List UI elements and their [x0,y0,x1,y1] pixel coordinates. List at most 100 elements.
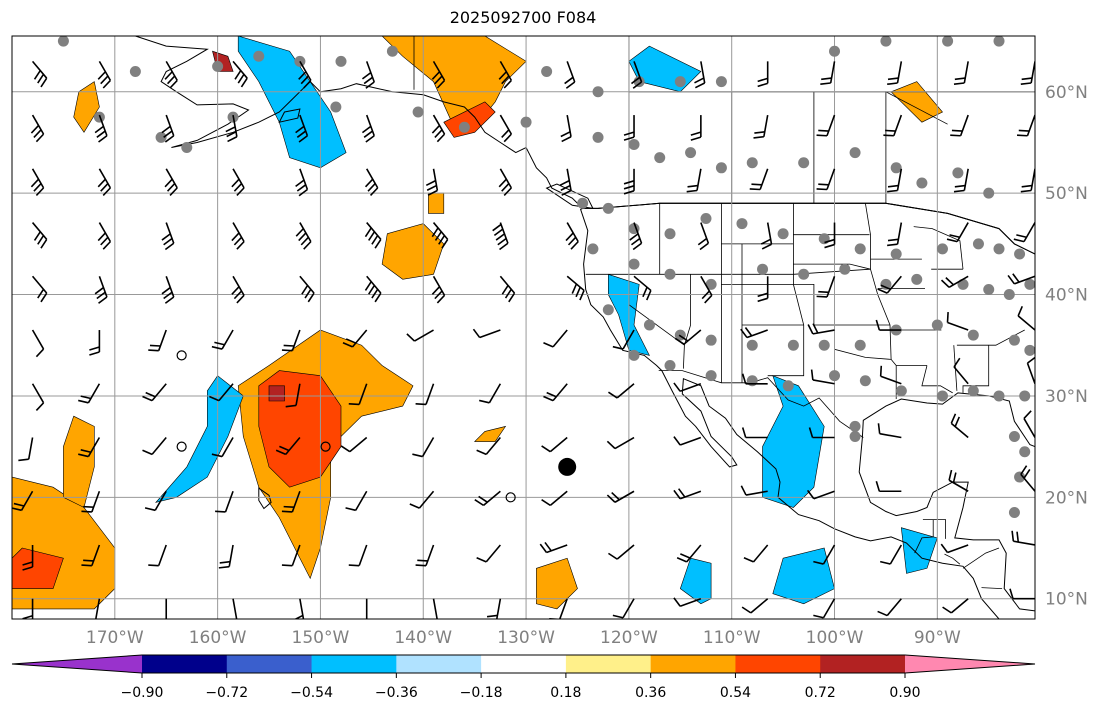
wind-barb [820,61,836,86]
wind-barb [690,115,702,141]
gray-station-dot [715,162,727,174]
barb-flag [365,135,375,143]
barb-flag [757,77,768,83]
gray-station-dot [628,349,640,361]
barb-staff [499,275,516,294]
barb-staff [98,276,108,298]
barb-flag [1020,189,1032,193]
barb-flag [741,606,752,614]
blue-region [155,375,244,503]
wind-barb [1026,356,1035,385]
gray-station-dot [1003,289,1015,301]
colorbar-segment [650,655,736,673]
barb-flag [498,71,507,80]
barb-staff [566,222,579,243]
barb-flag [227,136,238,143]
barb-flag [686,189,698,193]
barb-flag [434,129,443,138]
barb-flag [1020,82,1032,86]
wind-barb [412,437,435,458]
gray-station-dot [782,380,794,392]
gray-station-dot [664,268,676,280]
wind-barb [875,481,902,493]
barb-flag [883,134,894,137]
shaded-regions [12,36,943,610]
barb-flag [275,449,287,456]
border-line [658,370,864,438]
wind-barb [232,598,238,619]
barb-flag [472,328,481,339]
wind-barb [365,598,368,619]
barb-flag [22,561,33,566]
barb-flag [885,129,896,132]
gray-station-dot [798,268,810,280]
barb-flag [704,294,713,304]
barb-flag [877,288,888,294]
barb-flag [954,184,966,188]
barb-staff [228,544,234,567]
gray-station-dot [746,339,758,351]
wind-barb [281,490,301,513]
barb-flag [559,179,570,187]
barb-staff [679,597,702,607]
gray-station-dot [1008,507,1020,519]
barb-flag [209,395,220,402]
gray-station-dot [253,50,265,62]
barb-flag [163,291,173,300]
barb-staff [495,598,502,619]
barb-flag [296,130,307,138]
gray-station-dot [952,167,964,179]
barb-staff [886,275,902,294]
barb-flag [1009,588,1014,599]
gray-station-dot [829,370,841,382]
wind-barb [757,276,769,303]
colorbar-tick-label: 0.54 [720,685,751,701]
barb-flag [164,296,175,304]
barb-flag [503,79,512,89]
barb-flag [164,71,173,80]
barb-flag [824,238,835,244]
barb-flag [697,237,708,246]
barb-staff [950,422,969,439]
barb-flag [478,495,488,503]
border-line [922,519,946,539]
barb-flag [166,182,176,192]
barb-flag [812,323,819,334]
wind-barb [164,168,178,197]
gray-station-dot [736,218,748,230]
lon-tick-label: 140°W [394,628,452,648]
blue-region [772,547,835,605]
barb-flag [694,82,706,89]
barb-flag [954,77,966,81]
barb-staff [826,114,836,137]
wind-barb [31,329,45,358]
wind-barb [232,60,248,88]
wind-barb [486,598,502,619]
barb-flag [33,231,41,241]
wind-barb [161,222,175,251]
barb-flag [565,81,576,89]
barb-staff [683,329,702,345]
lon-tick-label: 130°W [497,628,555,648]
gray-station-dot [746,375,758,387]
barb-flag [303,241,312,250]
barb-staff [165,168,178,189]
barb-staff [614,436,635,450]
wind-barb [209,383,234,402]
barb-staff [31,168,45,189]
barb-staff [221,329,234,350]
barb-staff [98,168,112,189]
gray-station-dot [602,202,614,214]
barb-flag [22,614,33,619]
barb-flag [761,243,772,250]
wind-barb [808,427,835,439]
barb-flag [296,184,307,192]
barb-staff [963,168,969,191]
gray-station-dot [577,197,589,209]
barb-staff [552,383,568,402]
wind-barb [148,544,167,567]
barb-flag [816,134,828,137]
barb-flag [646,290,652,301]
station-markers [57,36,1035,519]
barb-staff [1023,418,1035,438]
